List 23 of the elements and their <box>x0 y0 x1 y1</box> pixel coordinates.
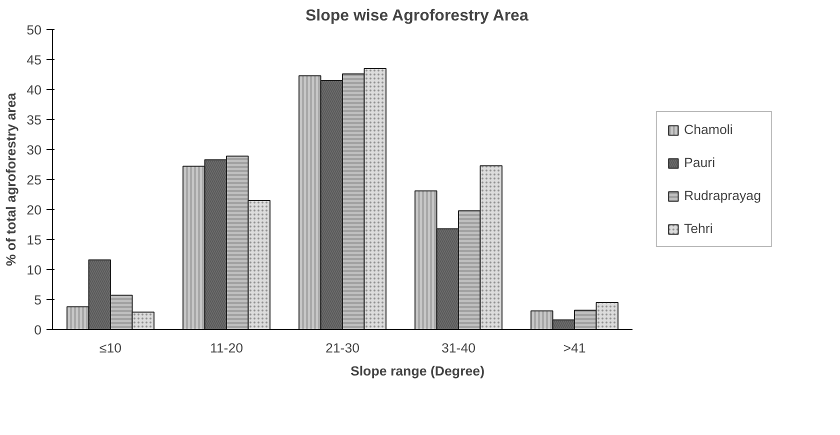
legend-label: Tehri <box>684 221 713 236</box>
y-tick-label: 45 <box>26 52 42 68</box>
y-axis-title: % of total agroforestry area <box>4 92 19 266</box>
x-tick-label: 11-20 <box>210 340 244 356</box>
chart-title: Slope wise Agroforestry Area <box>305 8 528 24</box>
y-tick-label: 0 <box>34 322 42 338</box>
y-tick-label: 30 <box>26 142 42 158</box>
y-tick-label: 35 <box>26 112 42 128</box>
legend-label: Chamoli <box>684 122 733 137</box>
y-tick-label: 40 <box>26 82 42 98</box>
legend-label: Pauri <box>684 155 716 170</box>
x-axis-title: Slope range (Degree) <box>350 364 485 378</box>
y-tick-label: 25 <box>26 172 42 188</box>
y-tick-label: 10 <box>26 262 42 278</box>
y-tick-label: 20 <box>26 202 42 218</box>
x-tick-label: ≤10 <box>99 340 122 356</box>
y-tick-label: 50 <box>26 22 42 38</box>
legend-label: Rudraprayag <box>684 188 761 203</box>
y-tick-label: 5 <box>34 292 42 308</box>
y-tick-label: 15 <box>26 232 42 248</box>
x-tick-label: 21-30 <box>325 340 360 356</box>
x-tick-label: 31-40 <box>441 340 476 356</box>
x-tick-label: >41 <box>563 340 586 356</box>
